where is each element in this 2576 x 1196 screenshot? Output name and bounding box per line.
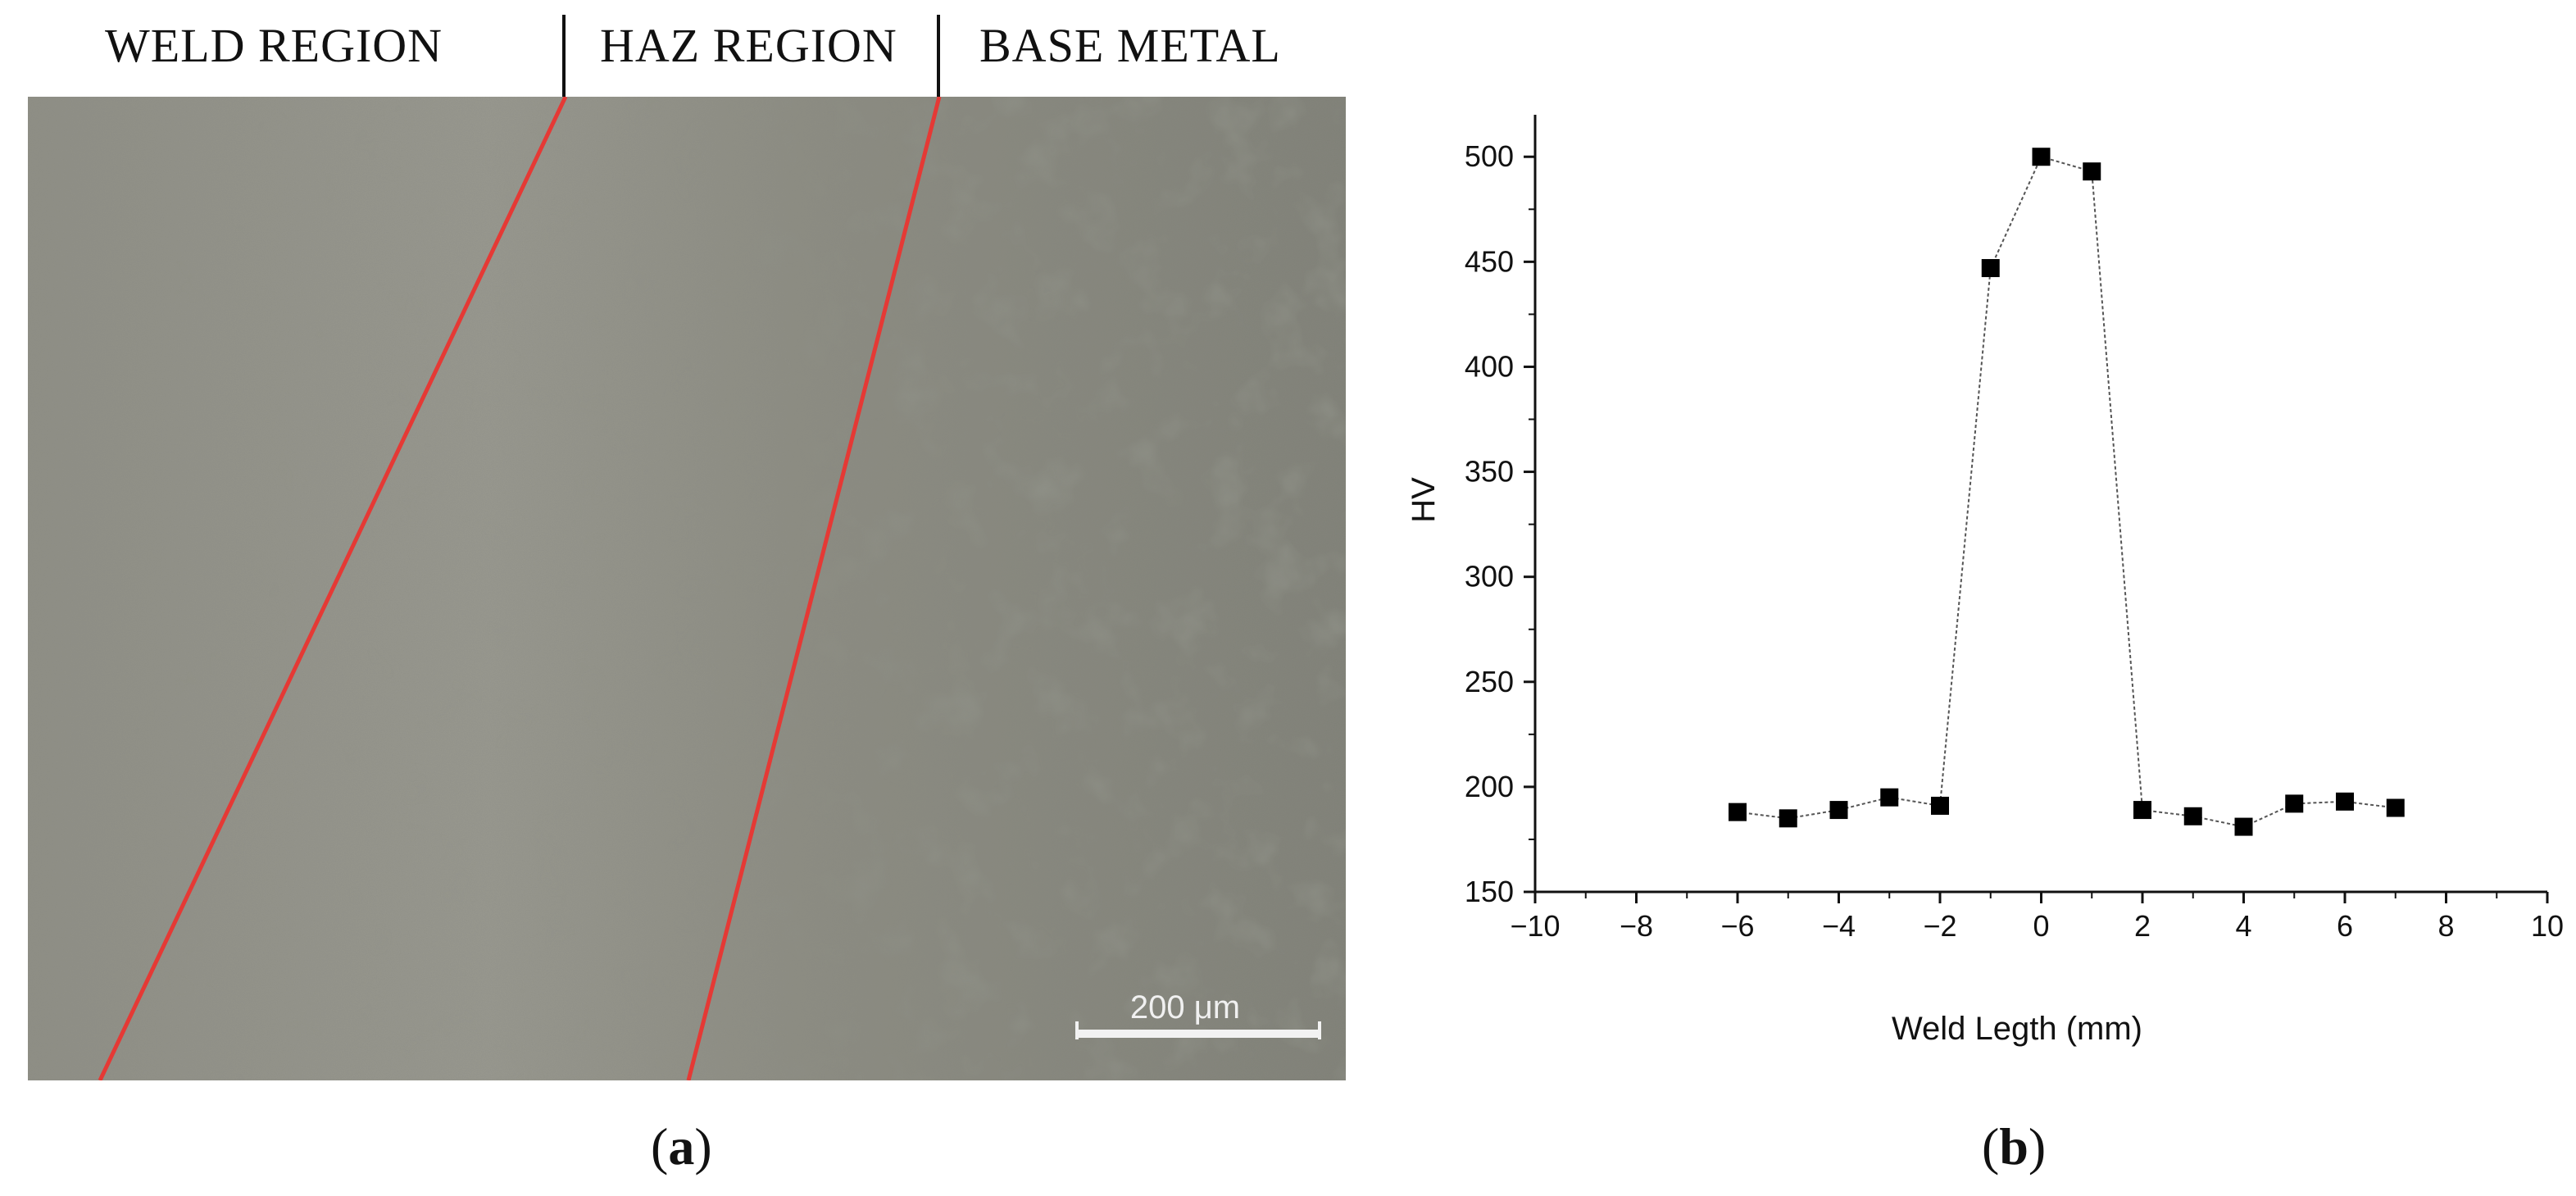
x-tick-label: 0 [2033, 909, 2049, 943]
x-tick-label: 4 [2235, 909, 2251, 943]
data-point [2386, 798, 2405, 817]
data-point [1729, 803, 1747, 821]
panel-label-a: (a) [651, 1117, 712, 1176]
x-tick-label: −4 [1822, 909, 1856, 943]
data-point [2032, 148, 2051, 166]
scale-bar: 200 μm [1075, 989, 1321, 1039]
hardness-chart: −10 −8 −6 −4 −2 0 2 4 6 8 10 150 200 250 300 350 400 450 5… [1406, 115, 2564, 1047]
base-metal-label: BASE METAL [979, 19, 1281, 72]
data-point [2183, 807, 2202, 825]
x-tick-label: 2 [2134, 909, 2151, 943]
chart-ticks: −10 −8 −6 −4 −2 0 2 4 6 8 10 150 200 250 300 350 400 450 5… [1465, 139, 2564, 943]
x-tick-label: 8 [2437, 909, 2454, 943]
y-tick-label: 500 [1465, 139, 1514, 173]
data-point [1779, 809, 1797, 828]
haz-region-label: HAZ REGION [600, 19, 897, 72]
data-point [1931, 796, 1949, 815]
panel-letter-b: b [1999, 1117, 2029, 1176]
data-point [2234, 817, 2253, 836]
micrograph-image: 200 μm [28, 97, 1346, 1080]
weld-haz-boundary [98, 97, 568, 1080]
data-point [2083, 162, 2101, 181]
y-tick-label: 400 [1465, 349, 1514, 383]
data-point [2133, 801, 2151, 820]
data-point [1829, 801, 1848, 820]
y-tick-label: 450 [1465, 244, 1514, 278]
y-axis-label: HV [1406, 477, 1442, 523]
x-tick-label: −10 [1510, 909, 1560, 943]
chart-series [1729, 148, 2405, 836]
data-point [1981, 259, 2000, 278]
weld-region-label: WELD REGION [105, 19, 443, 72]
data-point [2336, 792, 2354, 811]
panel-letter-a: a [668, 1117, 695, 1176]
haz-base-boundary [686, 97, 942, 1080]
scale-bar-label: 200 μm [1130, 989, 1240, 1025]
data-point [2285, 794, 2304, 813]
x-tick-label: −8 [1620, 909, 1653, 943]
region-divider-2 [937, 15, 940, 97]
x-axis-label: Weld Legth (mm) [1892, 1011, 2142, 1047]
x-tick-label: 6 [2337, 909, 2353, 943]
x-tick-label: 10 [2531, 909, 2564, 943]
series-line [1737, 156, 2396, 828]
data-point [1880, 788, 1899, 807]
x-tick-label: −2 [1923, 909, 1956, 943]
x-tick-label: −6 [1720, 909, 1754, 943]
y-tick-label: 200 [1465, 770, 1514, 803]
y-tick-label: 350 [1465, 455, 1514, 489]
y-tick-label: 250 [1465, 665, 1514, 698]
chart-axes [1533, 115, 2547, 894]
y-tick-label: 150 [1465, 875, 1514, 908]
y-tick-label: 300 [1465, 560, 1514, 593]
region-divider-1 [562, 15, 566, 97]
panel-label-b: (b) [1982, 1117, 2047, 1176]
